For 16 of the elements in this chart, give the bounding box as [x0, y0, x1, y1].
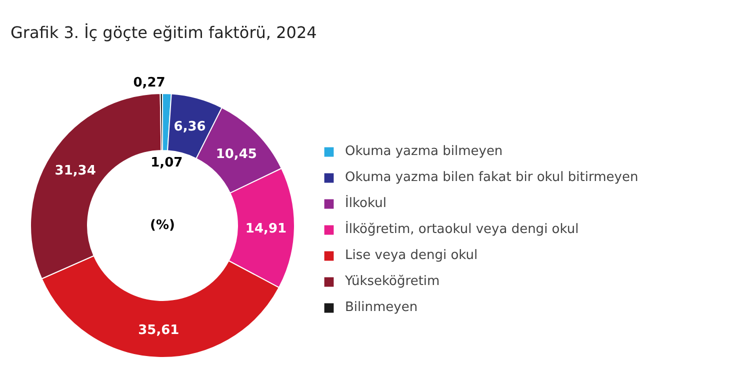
legend-label: Yükseköğretim — [345, 274, 440, 289]
legend-label: Lise veya dengi okul — [345, 248, 478, 263]
legend-label: Bilinmeyen — [345, 300, 418, 315]
legend-label: İlköğretim, ortaokul veya dengi okul — [345, 222, 579, 237]
data-label: 6,36 — [174, 120, 206, 135]
data-label: 31,34 — [54, 164, 96, 179]
data-label: 35,61 — [138, 322, 180, 338]
data-label: 0,27 — [133, 76, 166, 91]
data-label: 14,91 — [245, 222, 287, 237]
legend-label: Okuma yazma bilen fakat bir okul bitirmeyen — [345, 170, 638, 185]
data-label: 1,07 — [150, 156, 183, 171]
legend-label: Okuma yazma bilmeyen — [345, 144, 503, 159]
legend-label: İlkokul — [345, 196, 386, 211]
chart-title: Grafik 3. İç göçte eğitim faktörü, 2024 — [10, 23, 317, 42]
data-label: 10,45 — [216, 147, 257, 162]
text: (%) — [150, 218, 175, 233]
